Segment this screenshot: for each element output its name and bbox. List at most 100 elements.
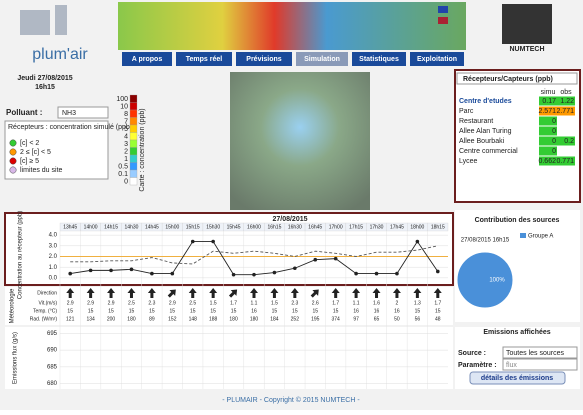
meteo-value: 15: [190, 308, 196, 314]
scale-label: Carte : concentration (ppb): [139, 108, 146, 191]
meteo-value: 15: [88, 308, 94, 314]
legend-marker: [9, 166, 17, 174]
partner-logo: [502, 4, 552, 44]
scale-swatch: [129, 147, 138, 156]
point: [272, 270, 277, 275]
meteo-value: 1.6: [373, 300, 380, 306]
receptor-name[interactable]: Allee Alan Turing: [459, 128, 512, 135]
wind-arrow: [413, 288, 422, 298]
legend-swatch: [520, 233, 526, 238]
legend-box: [4, 120, 109, 180]
x-tick-label: 16h45: [308, 224, 322, 230]
nav-button[interactable]: [122, 52, 172, 66]
meteo-value: 180: [127, 316, 136, 322]
meteo-value: 48: [435, 316, 441, 322]
receptor-name[interactable]: Centre commercial: [459, 148, 518, 155]
scale-label: 3: [124, 141, 128, 148]
point: [211, 239, 215, 244]
receptor-name[interactable]: Lycee: [459, 158, 478, 165]
cell-bg: [557, 106, 575, 116]
source-select[interactable]: [502, 346, 578, 359]
pollutant-select[interactable]: [57, 106, 109, 119]
receptor-name[interactable]: Allee Bourbaki: [459, 138, 505, 145]
meteo-value: 152: [168, 316, 177, 322]
emissions-label: Emissions flux (g/s): [13, 332, 19, 384]
nav-button[interactable]: [352, 52, 406, 66]
pie-slice: [456, 251, 514, 309]
meteo-value: 1.5: [271, 300, 278, 306]
scale-swatch: [129, 117, 138, 126]
wind-arrow: [352, 288, 361, 298]
legend-title: Récepteurs : concentration simulé (ppb): [8, 124, 132, 131]
scale-swatch: [129, 177, 138, 186]
cell-value: 0: [552, 138, 556, 145]
meteo-value: 1.7: [332, 300, 339, 306]
y-tick-label: 680: [47, 381, 58, 387]
receptor-name[interactable]: Restaurant: [459, 118, 493, 125]
meteo-value: 1.1: [251, 300, 258, 306]
scale-swatch: [129, 94, 138, 103]
meteo-value: 16: [394, 308, 400, 314]
scale-label: 7: [124, 118, 128, 125]
scale-label: 2: [124, 148, 128, 155]
meteo-value: 188: [209, 316, 218, 322]
x-tick-label: 14h15: [104, 224, 118, 230]
cell-bg: [539, 136, 557, 146]
meteo-row-label: Temp. (°C): [33, 308, 57, 314]
scale-swatch: [129, 139, 138, 148]
scale-swatch: [129, 109, 138, 118]
y-tick-label: 0.0: [49, 275, 58, 281]
receptor-select[interactable]: [456, 72, 578, 85]
receptor-name[interactable]: Centre d'etudes: [459, 98, 512, 105]
flag-en[interactable]: [438, 17, 448, 24]
meteo-value: 97: [353, 316, 359, 322]
wind-arrow: [270, 288, 279, 298]
meteo-value: 184: [270, 316, 279, 322]
legend-label: limites du site: [20, 167, 63, 174]
cell-bg: [539, 126, 557, 136]
meteo-value: 56: [415, 316, 421, 322]
x-tick-label: 16h00: [247, 224, 261, 230]
meteo-value: 1.7: [434, 300, 441, 306]
legend-label: [c] < 2: [20, 140, 39, 147]
meteo-value: 180: [250, 316, 259, 322]
meteo-value: 121: [66, 316, 75, 322]
meteo-value: 2.6: [312, 300, 319, 306]
nav-button[interactable]: [176, 52, 232, 66]
cell-bg: [539, 116, 557, 126]
cell-bg: [539, 106, 557, 116]
map[interactable]: [230, 72, 370, 210]
wind-arrow: [331, 288, 340, 298]
meteo-value: 89: [149, 316, 155, 322]
cell-bg: [539, 96, 557, 106]
legend-label: [c] ≥ 5: [20, 158, 39, 165]
flag-fr[interactable]: [438, 6, 448, 13]
nav-button[interactable]: [296, 52, 348, 66]
logo-text: plum'air: [32, 46, 88, 63]
scale-swatch: [129, 102, 138, 111]
receptor-panel: [454, 69, 581, 203]
meteo-value: 2.3: [148, 300, 155, 306]
meteo-row-label: Rad. (W/m²): [30, 316, 58, 322]
point: [333, 256, 338, 261]
cell-bg: [539, 156, 557, 166]
point: [354, 271, 358, 276]
receptor-name[interactable]: Parc: [459, 108, 474, 115]
point: [170, 271, 175, 276]
param-select[interactable]: [502, 358, 578, 371]
pie-title: Contribution des sources: [475, 217, 560, 224]
scale-label: 5: [124, 126, 128, 133]
meteo-value: 148: [189, 316, 198, 322]
date: Jeudi 27/08/2015: [17, 75, 72, 82]
meteo-row-label: Direction: [37, 290, 57, 296]
legend-label: Groupe A: [528, 234, 553, 240]
meteo-row-label: Vit.(m/s): [38, 300, 57, 306]
x-tick-label: 13h45: [63, 224, 77, 230]
meteo-value: 15: [333, 308, 339, 314]
meteo-value: 65: [374, 316, 380, 322]
nav-button[interactable]: [236, 52, 292, 66]
details-button[interactable]: [469, 371, 566, 385]
nav-button[interactable]: [410, 52, 464, 66]
wind-arrow: [372, 288, 381, 298]
meteo-value: 16: [374, 308, 380, 314]
